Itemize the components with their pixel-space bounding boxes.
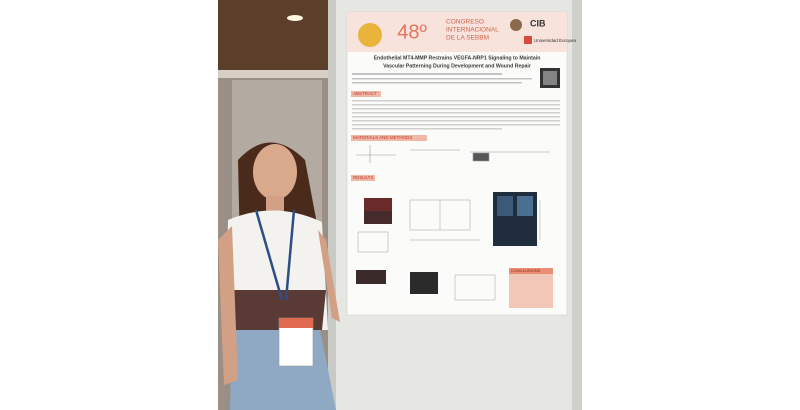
qr-code	[540, 68, 560, 88]
board-frame	[572, 0, 582, 410]
person	[218, 142, 340, 410]
face	[253, 144, 297, 200]
congress-logo	[358, 23, 382, 47]
institution-seal	[510, 19, 522, 31]
poster-title: Endothelial MT4-MMP Restrains VEGFA-NRP1…	[374, 55, 541, 61]
logo-mark	[524, 36, 532, 44]
section-header	[351, 135, 427, 141]
wall-trim	[218, 70, 330, 78]
logo-cib: CIB	[530, 18, 546, 28]
poster: 48º CONGRESO INTERNACIONAL DE LA SEBBM C…	[346, 11, 577, 316]
poster-sheet	[346, 11, 568, 316]
arm	[318, 230, 340, 322]
badge-band	[279, 318, 313, 328]
congress-name: CONGRESO	[446, 19, 484, 26]
section-header	[351, 175, 375, 181]
board-frame	[328, 0, 336, 410]
methods-diagram	[356, 145, 550, 163]
poster-title: Vascular Patterning During Development a…	[383, 63, 531, 69]
section-title: ABSTRACT	[353, 91, 377, 96]
lanyard	[254, 209, 296, 301]
section-title: MATERIALS AND METHODS	[353, 135, 412, 140]
congress-name: DE LA SEBBM	[446, 35, 489, 42]
logo-university: Universidad Europea	[534, 38, 577, 43]
congress-name: INTERNACIONAL	[446, 27, 499, 34]
poster-header	[347, 12, 567, 52]
ceiling-light	[287, 15, 303, 21]
abstract-text	[352, 100, 560, 130]
section-header	[509, 268, 553, 274]
author-lines	[352, 73, 532, 84]
results-figures	[356, 192, 541, 301]
section-header	[351, 91, 381, 97]
conclusions-box	[509, 268, 553, 308]
ceiling	[218, 0, 330, 70]
qr-code-detail	[543, 71, 557, 85]
arm	[218, 226, 238, 385]
section-title: CONCLUSIONS	[511, 268, 541, 273]
congress-number: 48º	[397, 21, 427, 43]
section-title: RESULTS	[353, 175, 373, 180]
